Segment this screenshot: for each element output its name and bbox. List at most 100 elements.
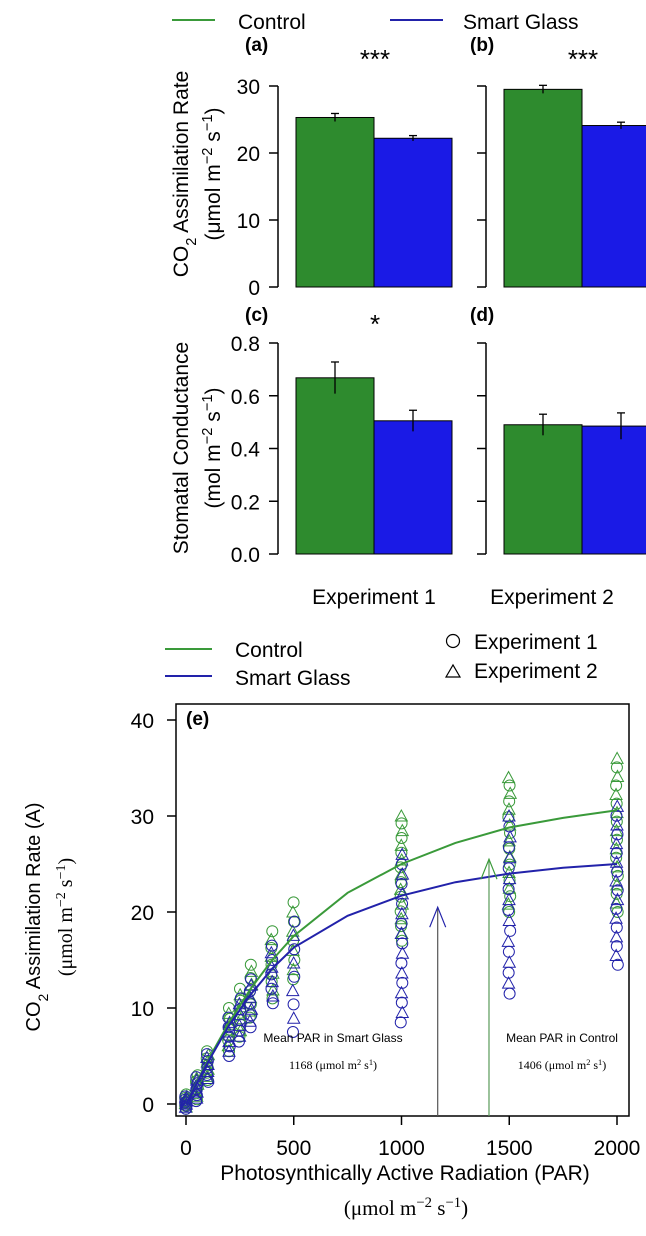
- point-smart-glass-exp1: [265, 982, 278, 995]
- point-control-exp2: [264, 932, 279, 946]
- x-tick-label: 500: [276, 1137, 311, 1160]
- y-tick-label: 0.8: [231, 333, 260, 356]
- point-control-exp1: [503, 779, 516, 792]
- point-smart-glass-exp1: [395, 996, 408, 1009]
- point-control-exp2: [286, 904, 300, 918]
- point-smart-glass-exp1: [396, 897, 409, 910]
- point-control-exp2: [266, 982, 280, 996]
- point-control-exp2: [609, 787, 623, 801]
- ylabel-assimilation: CO2 Assimilation Rate: [170, 71, 200, 278]
- point-control-exp2: [610, 859, 624, 873]
- point-smart-glass-exp2: [502, 913, 517, 926]
- mean-par-arrowhead-smart-glass: [429, 905, 447, 928]
- legend-circle-marker: [445, 633, 461, 649]
- ylabel-conductance: Stomatal Conductance: [170, 342, 193, 554]
- y-tick-label: 0.6: [231, 386, 260, 409]
- point-control-exp2: [609, 895, 624, 909]
- point-smart-glass-exp2: [502, 955, 517, 968]
- point-control-exp2: [286, 962, 301, 976]
- point-control-exp1: [395, 832, 408, 845]
- point-smart-glass-exp1: [288, 915, 301, 928]
- x-group-label-exp1: Experiment 1: [312, 586, 436, 609]
- point-smart-glass-exp2: [610, 817, 624, 831]
- point-smart-glass-exp2: [501, 934, 516, 947]
- point-smart-glass-exp1: [611, 828, 624, 841]
- point-control-exp2: [610, 751, 624, 764]
- point-control-exp1: [610, 761, 623, 774]
- legend-control-label: Control: [238, 11, 306, 34]
- point-smart-glass-exp2: [395, 867, 410, 880]
- point-smart-glass-exp2: [610, 799, 625, 812]
- point-smart-glass-exp2: [610, 892, 625, 906]
- ylabel-conductance-unit: (mol m−2 s−1): [200, 387, 225, 508]
- bar-control: [295, 377, 375, 555]
- ylabel-assimilation-unit: (μmol m−2 s−1): [200, 107, 225, 240]
- x-tick-label: 1500: [486, 1137, 533, 1160]
- point-control-exp1: [611, 869, 624, 882]
- point-smart-glass-exp2: [394, 985, 409, 999]
- legend-exp1-label: Experiment 1: [474, 631, 598, 654]
- point-smart-glass-exp2: [266, 988, 280, 1002]
- annotation-smart-glass-title: Mean PAR in Smart Glass: [263, 1031, 402, 1045]
- legend-exp2-label: Experiment 2: [474, 660, 598, 683]
- x-group-label-exp2: Experiment 2: [490, 586, 614, 609]
- y-tick-label: 0.4: [231, 439, 261, 462]
- annotation-smart-glass-value: 1168 (μmol m2 s1): [289, 1058, 377, 1073]
- point-smart-glass-exp1: [611, 958, 624, 971]
- point-smart-glass-exp2: [395, 886, 410, 900]
- point-smart-glass-exp2: [394, 926, 409, 939]
- point-smart-glass-exp2: [395, 847, 410, 860]
- fit-curve-smart-glass: [185, 863, 618, 1105]
- point-smart-glass-exp2: [395, 965, 409, 979]
- point-smart-glass-exp2: [395, 946, 410, 959]
- point-smart-glass-exp2: [265, 974, 280, 988]
- point-control-exp2: [502, 817, 517, 831]
- point-control-exp2: [610, 769, 625, 782]
- plot-frame: [175, 703, 630, 1117]
- point-smart-glass-exp1: [244, 1021, 257, 1034]
- point-smart-glass-exp2: [502, 892, 516, 906]
- legend-smart-glass-label: Smart Glass: [235, 667, 351, 690]
- point-smart-glass-exp2: [609, 855, 624, 868]
- point-smart-glass-exp1: [610, 902, 623, 915]
- point-control-exp1: [503, 795, 516, 808]
- panel-label: (b): [470, 35, 494, 56]
- point-smart-glass-exp1: [286, 1026, 299, 1038]
- bar-smart-glass: [373, 137, 453, 288]
- point-control-exp2: [244, 964, 259, 977]
- point-smart-glass-exp2: [285, 983, 300, 997]
- point-smart-glass-exp1: [610, 921, 623, 934]
- point-smart-glass-exp2: [609, 873, 623, 887]
- point-smart-glass-exp2: [395, 1005, 410, 1019]
- point-control-exp2: [502, 833, 516, 847]
- point-smart-glass-exp2: [501, 976, 516, 989]
- point-control-exp2: [503, 786, 518, 799]
- point-smart-glass-exp2: [503, 829, 517, 843]
- point-control-exp2: [501, 897, 516, 910]
- significance-label: ***: [568, 44, 598, 74]
- point-smart-glass-exp1: [201, 1055, 214, 1068]
- point-control-exp1: [287, 896, 300, 909]
- legend-triangle-marker: [444, 663, 462, 678]
- annotation-control-value: 1406 (μmol m2 s1): [518, 1058, 606, 1073]
- point-smart-glass-exp2: [502, 850, 517, 864]
- point-control-exp2: [394, 867, 408, 881]
- point-smart-glass-exp2: [502, 871, 517, 885]
- point-smart-glass-exp2: [264, 945, 279, 959]
- point-smart-glass-exp1: [503, 987, 516, 1000]
- y-tick-label: 40: [131, 710, 154, 733]
- point-smart-glass-exp1: [288, 970, 301, 983]
- point-smart-glass-exp1: [396, 937, 409, 950]
- scatter-points: [178, 751, 625, 1115]
- bar-control: [503, 424, 583, 555]
- point-smart-glass-exp2: [502, 808, 516, 822]
- point-smart-glass-exp2: [609, 836, 624, 850]
- bar-panel-a: 0 10 20 30 (a) ***: [237, 35, 453, 300]
- point-control-exp1: [610, 779, 623, 792]
- bar-panel-d: (d): [470, 305, 646, 555]
- panel-label: (c): [245, 305, 268, 326]
- point-smart-glass-exp1: [395, 858, 408, 871]
- point-smart-glass-exp1: [610, 940, 623, 953]
- point-smart-glass-exp1: [611, 865, 624, 878]
- point-control-exp2: [502, 865, 516, 878]
